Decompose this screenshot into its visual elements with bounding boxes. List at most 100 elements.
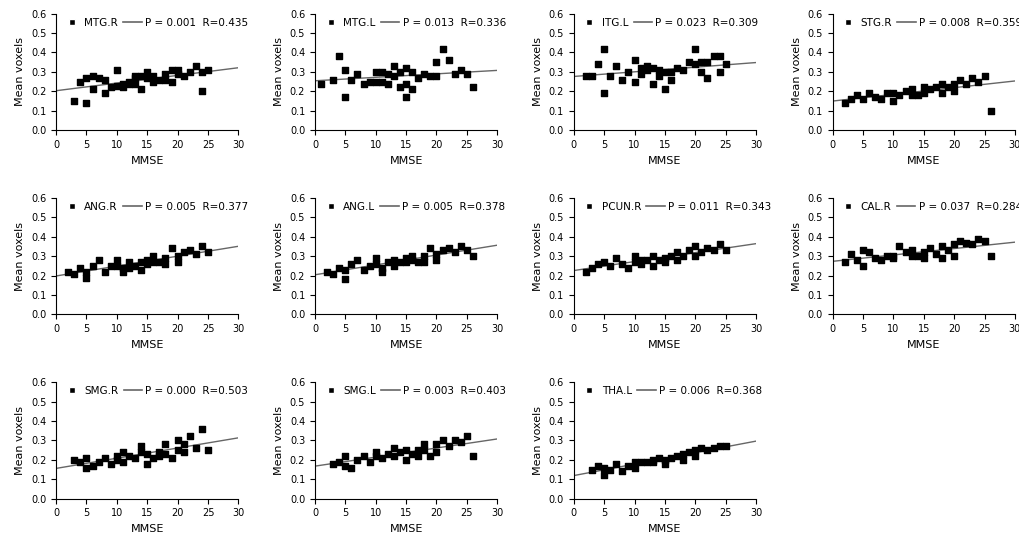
Point: [607, 62, 624, 70]
Point: [681, 58, 697, 66]
Point: [705, 52, 721, 60]
Point: [373, 68, 389, 76]
Point: [836, 99, 852, 107]
Point: [644, 79, 660, 88]
Point: [139, 68, 155, 76]
Point: [675, 65, 691, 74]
Point: [662, 453, 679, 462]
Point: [687, 452, 703, 461]
Point: [465, 83, 481, 92]
Point: [428, 256, 444, 264]
Point: [632, 256, 648, 264]
Point: [583, 71, 599, 80]
Point: [884, 254, 901, 263]
X-axis label: MMSE: MMSE: [648, 155, 681, 166]
Point: [416, 258, 432, 267]
Point: [446, 70, 463, 78]
Point: [644, 457, 660, 466]
Point: [903, 246, 919, 255]
Point: [126, 74, 143, 82]
Point: [91, 256, 107, 264]
Point: [422, 452, 438, 461]
Point: [157, 259, 173, 268]
Point: [115, 268, 131, 276]
X-axis label: MMSE: MMSE: [389, 155, 422, 166]
Point: [361, 262, 377, 270]
Point: [66, 269, 83, 278]
Point: [915, 89, 931, 98]
Point: [355, 452, 371, 461]
Legend: SMG.R, P = 0.000  R=0.503: SMG.R, P = 0.000 R=0.503: [61, 385, 249, 397]
Point: [85, 262, 101, 270]
Point: [891, 91, 907, 100]
Point: [452, 438, 469, 447]
Point: [626, 463, 642, 472]
Point: [963, 240, 979, 249]
Point: [145, 252, 161, 261]
Point: [422, 71, 438, 80]
Point: [397, 64, 414, 72]
Point: [884, 96, 901, 105]
Point: [459, 246, 475, 255]
Point: [157, 254, 173, 263]
Point: [348, 256, 365, 264]
Point: [410, 452, 426, 461]
Point: [897, 248, 913, 257]
Point: [626, 457, 642, 466]
Point: [595, 463, 611, 472]
Point: [66, 456, 83, 464]
Point: [699, 74, 715, 82]
Point: [909, 252, 925, 261]
Point: [699, 244, 715, 253]
Point: [668, 248, 685, 257]
Point: [710, 240, 727, 249]
Point: [325, 269, 341, 278]
Y-axis label: Mean voxels: Mean voxels: [15, 38, 25, 106]
Point: [109, 262, 125, 270]
Point: [115, 263, 131, 272]
Point: [404, 252, 420, 261]
Point: [945, 79, 961, 88]
Point: [675, 252, 691, 261]
Point: [325, 459, 341, 468]
Point: [120, 452, 137, 461]
Point: [145, 77, 161, 86]
Point: [78, 273, 95, 282]
Point: [397, 446, 414, 455]
Point: [385, 71, 401, 80]
Point: [115, 457, 131, 466]
Point: [337, 265, 354, 274]
Point: [187, 250, 204, 258]
Point: [710, 442, 727, 451]
Point: [951, 75, 967, 84]
Point: [710, 68, 727, 76]
Point: [373, 453, 389, 462]
Point: [157, 440, 173, 449]
Point: [97, 453, 113, 462]
Point: [981, 106, 998, 115]
Point: [139, 259, 155, 268]
X-axis label: MMSE: MMSE: [906, 340, 940, 350]
Point: [355, 265, 371, 274]
Point: [656, 459, 673, 468]
Point: [169, 252, 185, 261]
Point: [385, 444, 401, 452]
Point: [169, 70, 185, 78]
Point: [397, 254, 414, 263]
Point: [687, 252, 703, 261]
Point: [361, 77, 377, 86]
Point: [391, 68, 408, 76]
Point: [410, 74, 426, 82]
Point: [668, 64, 685, 72]
Point: [434, 44, 450, 53]
Point: [103, 83, 119, 92]
Point: [644, 262, 660, 270]
Point: [607, 254, 624, 263]
Point: [343, 259, 360, 268]
Point: [126, 453, 143, 462]
Point: [109, 452, 125, 461]
Point: [103, 262, 119, 270]
Point: [710, 52, 727, 60]
Point: [693, 444, 709, 452]
Y-axis label: Mean voxels: Mean voxels: [15, 222, 25, 290]
